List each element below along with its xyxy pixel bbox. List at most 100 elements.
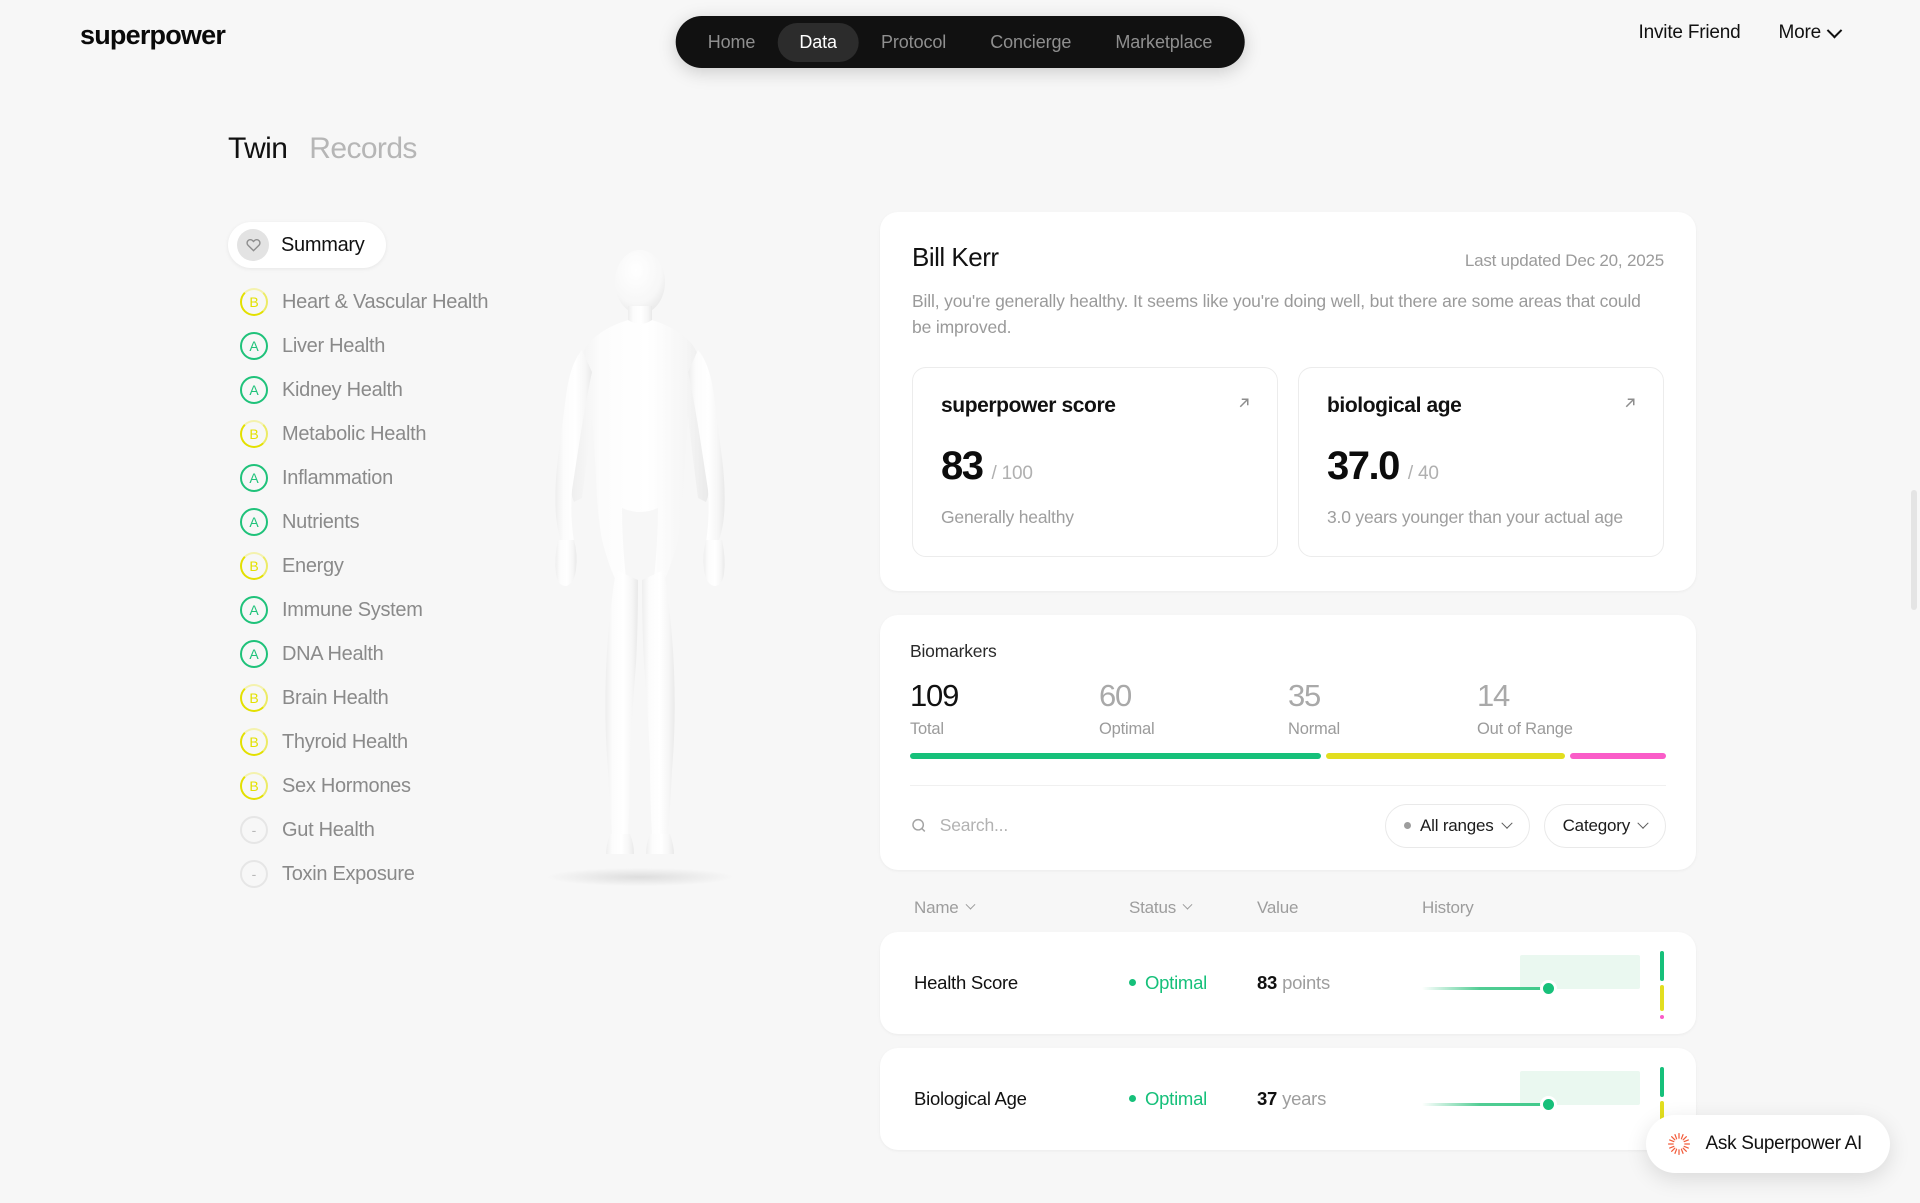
invite-friend-button[interactable]: Invite Friend — [1638, 22, 1741, 43]
category-label: Category — [1562, 815, 1631, 835]
biomarker-distribution-bar — [910, 752, 1666, 759]
history-sparkline — [1422, 1059, 1664, 1139]
grade-letter: B — [249, 778, 259, 794]
sidebar-item-immune-system[interactable]: A Immune System — [228, 588, 648, 632]
sidebar-item-gut-health[interactable]: - Gut Health — [228, 808, 648, 852]
page-tabs: Twin Records — [228, 132, 417, 166]
sparkline-trend-line — [1422, 986, 1550, 990]
sidebar-item-summary-label: Summary — [281, 233, 365, 256]
grade-badge-a: A — [240, 332, 268, 360]
sidebar-item-label: Toxin Exposure — [282, 862, 415, 885]
sunburst-icon — [1667, 1132, 1690, 1156]
sidebar-item-inflammation[interactable]: A Inflammation — [228, 456, 648, 500]
status-badge: Optimal — [1129, 972, 1257, 994]
search-icon — [912, 819, 926, 833]
biomarker-stats-row: 109 Total 60 Optimal 35 Normal 14 Out of Range — [910, 678, 1666, 739]
category-filter[interactable]: Category — [1543, 803, 1666, 848]
grade-badge-b: B — [240, 684, 268, 712]
sidebar-item-heart-vascular-health[interactable]: B Heart & Vascular Health — [228, 280, 648, 324]
nav-item-data[interactable]: Data — [777, 22, 859, 62]
sidebar-item-energy[interactable]: B Energy — [228, 544, 648, 588]
column-header-status-label: Status — [1129, 897, 1176, 917]
superpower-score-card[interactable]: superpower score 83 / 100 Generally heal… — [912, 366, 1278, 557]
sidebar-item-toxin-exposure[interactable]: - Toxin Exposure — [228, 852, 648, 896]
biomarker-stat-label: Out of Range — [1477, 719, 1573, 738]
range-indicator-segment-0 — [1660, 1066, 1664, 1097]
grade-letter: B — [249, 294, 259, 310]
sidebar-item-metabolic-health[interactable]: B Metabolic Health — [228, 412, 648, 456]
body-avatar[interactable] — [530, 240, 750, 886]
search-field-wrapper[interactable] — [910, 815, 1371, 837]
distribution-segment-2 — [1570, 752, 1666, 759]
row-name: Biological Age — [914, 1087, 1027, 1109]
biomarker-stat-out-of-range: 14 Out of Range — [1477, 678, 1666, 739]
nav-item-protocol[interactable]: Protocol — [880, 31, 947, 52]
page-scrollbar[interactable] — [1911, 490, 1917, 610]
superpower-score-title: superpower score — [941, 393, 1116, 417]
sidebar-item-sex-hormones[interactable]: B Sex Hormones — [228, 764, 648, 808]
row-value: 37 years — [1257, 1088, 1422, 1110]
distribution-segment-1 — [1325, 752, 1566, 759]
sidebar-item-label: Nutrients — [282, 510, 360, 533]
sparkline-range-band — [1520, 1070, 1640, 1105]
chevron-down-icon — [1826, 22, 1843, 38]
top-right-actions: Invite Friend More — [1638, 22, 1843, 44]
range-indicator-segment-1 — [1660, 1100, 1664, 1127]
grade-badge-b: B — [240, 772, 268, 800]
more-menu-button[interactable]: More — [1779, 22, 1843, 44]
grade-badge-a: A — [240, 508, 268, 536]
tab-twin[interactable]: Twin — [228, 132, 288, 165]
sidebar-item-brain-health[interactable]: B Brain Health — [228, 676, 648, 720]
main-content-panel: Bill Kerr Last updated Dec 20, 2025 Bill… — [880, 212, 1696, 1164]
status-label: Optimal — [1145, 1087, 1207, 1109]
biological-age-card[interactable]: biological age 37.0 / 40 3.0 years young… — [1298, 366, 1664, 557]
nav-item-marketplace[interactable]: Marketplace — [1115, 31, 1213, 52]
range-indicator-segment-0 — [1660, 950, 1664, 981]
biomarker-stat-normal: 35 Normal — [1288, 678, 1477, 739]
sidebar-item-nutrients[interactable]: A Nutrients — [228, 500, 648, 544]
category-sidebar: Summary B Heart & Vascular Health A Liver H… — [228, 222, 648, 896]
arrow-up-right-icon[interactable] — [1621, 394, 1639, 412]
grade-badge-none: - — [240, 860, 268, 888]
column-header-value: Value — [1257, 897, 1299, 917]
profile-card: Bill Kerr Last updated Dec 20, 2025 Bill… — [880, 212, 1696, 591]
table-row[interactable]: Health Score Optimal 83 points — [880, 931, 1696, 1034]
all-ranges-filter[interactable]: All ranges — [1385, 803, 1530, 848]
biological-age-max: / 40 — [1407, 462, 1439, 484]
row-value: 83 points — [1257, 972, 1422, 994]
search-input[interactable] — [939, 815, 1371, 837]
sidebar-item-kidney-health[interactable]: A Kidney Health — [228, 368, 648, 412]
brand-logo[interactable]: superpower — [80, 20, 226, 50]
column-header-name[interactable]: Name — [914, 898, 1129, 918]
sidebar-item-thyroid-health[interactable]: B Thyroid Health — [228, 720, 648, 764]
grade-badge-a: A — [240, 376, 268, 404]
ask-superpower-ai-button[interactable]: Ask Superpower AI — [1645, 1115, 1890, 1173]
grade-letter: - — [251, 866, 257, 882]
grade-letter: - — [251, 822, 257, 838]
history-sparkline — [1422, 943, 1664, 1023]
status-badge: Optimal — [1129, 1088, 1257, 1110]
column-header-status[interactable]: Status — [1129, 898, 1257, 918]
sidebar-item-label: DNA Health — [282, 642, 384, 665]
biomarker-stat-value: 109 — [910, 677, 959, 713]
sidebar-item-liver-health[interactable]: A Liver Health — [228, 324, 648, 368]
row-name: Health Score — [914, 971, 1018, 993]
nav-item-home[interactable]: Home — [707, 31, 756, 52]
grade-badge-b: B — [240, 288, 268, 316]
heart-icon — [237, 229, 269, 261]
grade-letter: B — [249, 558, 259, 574]
sidebar-item-summary[interactable]: Summary — [228, 222, 387, 268]
biomarkers-card: Biomarkers 109 Total 60 Optimal 35 Normal 14 Ou… — [880, 614, 1696, 870]
table-header: Name Status Value History — [880, 870, 1696, 932]
nav-item-concierge[interactable]: Concierge — [990, 31, 1072, 52]
arrow-up-right-icon[interactable] — [1235, 394, 1253, 412]
range-indicator-segment-1 — [1660, 984, 1664, 1011]
sidebar-item-dna-health[interactable]: A DNA Health — [228, 632, 648, 676]
sparkline-range-band — [1520, 954, 1640, 989]
tab-records[interactable]: Records — [309, 132, 417, 165]
sparkline-trend-line — [1422, 1102, 1550, 1106]
chevron-down-icon — [1637, 817, 1649, 829]
human-body-figure — [555, 250, 725, 854]
sidebar-item-label: Brain Health — [282, 686, 389, 709]
table-row[interactable]: Biological Age Optimal 37 years — [880, 1047, 1696, 1150]
